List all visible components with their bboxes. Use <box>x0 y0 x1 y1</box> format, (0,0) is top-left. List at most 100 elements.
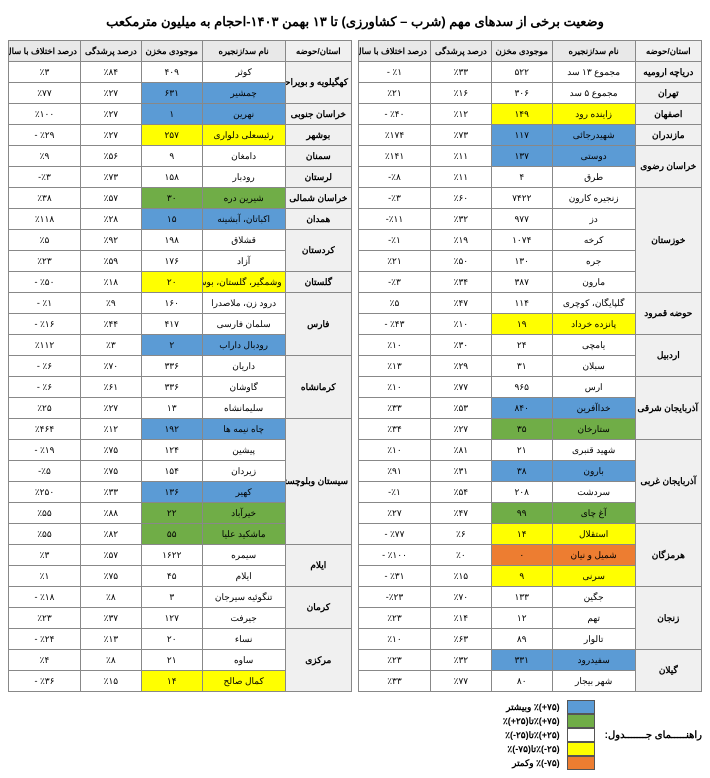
dam-name: مجموع ۵ سد <box>552 83 635 104</box>
dam-name: درود زن، ملاصدرا <box>202 293 285 314</box>
volume-cell: ۲۱ <box>141 650 202 671</box>
diff-pct-cell: ٪۳- <box>9 167 81 188</box>
volume-cell: ۳۰ <box>141 188 202 209</box>
col-header: درصد پرشدگی <box>80 41 141 62</box>
legend-swatch <box>567 728 595 742</box>
fill-pct-cell: ٪۸۸ <box>80 503 141 524</box>
fill-pct-cell: ٪۶۳ <box>430 629 491 650</box>
fill-pct-cell: ٪۳۳ <box>430 62 491 83</box>
diff-pct-cell: ٪۱۱۸ <box>9 209 81 230</box>
province-cell: ایلام <box>285 545 351 587</box>
legend-text: (۷۵-)٪ وکمتر <box>512 758 560 769</box>
dam-name: قشلاق <box>202 230 285 251</box>
volume-cell: ۲۱ <box>491 440 552 461</box>
province-cell: اردبیل <box>635 335 701 377</box>
dam-name: آزاد <box>202 251 285 272</box>
volume-cell: ۳۰۶ <box>491 83 552 104</box>
dam-name: جیرفت <box>202 608 285 629</box>
diff-pct-cell: ٪۵ <box>9 230 81 251</box>
volume-cell: ۴۱۷ <box>141 314 202 335</box>
volume-cell: ۱ <box>141 104 202 125</box>
fill-pct-cell: ٪۲۷ <box>80 125 141 146</box>
volume-cell: ۳۸۷ <box>491 272 552 293</box>
table-row: دریاچه ارومیهمجموع ۱۳ سد۵۲۲٪۳۳٪۱ - <box>359 62 702 83</box>
volume-cell: ۲۵۷ <box>141 125 202 146</box>
table-row: کردستانقشلاق۱۹۸٪۹۲٪۵ <box>9 230 352 251</box>
volume-cell: ۱۱۴ <box>491 293 552 314</box>
dam-name: تالوار <box>552 629 635 650</box>
volume-cell: ۱۵۸ <box>141 167 202 188</box>
volume-cell: ۳۱ <box>491 356 552 377</box>
volume-cell: ۳ <box>141 587 202 608</box>
dam-name: سلمان فارسی <box>202 314 285 335</box>
diff-pct-cell: ٪۲۹ - <box>9 125 81 146</box>
province-cell: خوزستان <box>635 188 701 293</box>
diff-pct-cell: ٪۴۳ - <box>359 314 431 335</box>
province-cell: کرمان <box>285 587 351 629</box>
volume-cell: ۳۸ <box>491 461 552 482</box>
table-row: لرستانرودبار۱۵۸٪۷۳٪۳- <box>9 167 352 188</box>
dam-name: سلیمانشاه <box>202 398 285 419</box>
diff-pct-cell: ٪۶ - <box>9 377 81 398</box>
fill-pct-cell: ٪۱۳ <box>80 629 141 650</box>
fill-pct-cell: ٪۰ <box>430 545 491 566</box>
diff-pct-cell: ٪۵۵ <box>9 503 81 524</box>
volume-cell: ۲۰ <box>141 629 202 650</box>
volume-cell: ۲ <box>141 335 202 356</box>
volume-cell: ۸۴۰ <box>491 398 552 419</box>
col-header: استان/حوضه <box>635 41 701 62</box>
legend-item: (۷۵+)٪ وبیشتر <box>503 700 595 714</box>
dam-name: تنگوئیه سیرجان <box>202 587 285 608</box>
diff-pct-cell: ٪۱- <box>359 482 431 503</box>
volume-cell: ۱۳ <box>141 398 202 419</box>
diff-pct-cell: ٪۱۰۰ <box>9 104 81 125</box>
volume-cell: ۱۴ <box>141 671 202 692</box>
diff-pct-cell: ٪۹ <box>9 146 81 167</box>
diff-pct-cell: ٪۱۰ <box>359 377 431 398</box>
table-row: تهرانمجموع ۵ سد۳۰۶٪۱۶٪۲۱ <box>359 83 702 104</box>
col-header: درصد پرشدگی <box>430 41 491 62</box>
province-cell: کردستان <box>285 230 351 272</box>
fill-pct-cell: ٪۶۱ <box>80 377 141 398</box>
fill-pct-cell: ٪۷۰ <box>80 356 141 377</box>
legend-swatch <box>567 700 595 714</box>
province-cell: مازندران <box>635 125 701 146</box>
table-row: خراسان رضویدوستی۱۳۷٪۱۱٪۱۴۱ <box>359 146 702 167</box>
diff-pct-cell: ٪۱۸ - <box>9 587 81 608</box>
volume-cell: ۱۳۷ <box>491 146 552 167</box>
legend-item: (۲۵+)٪تا(۲۵-)٪ <box>503 728 595 742</box>
fill-pct-cell: ٪۳ <box>80 335 141 356</box>
province-cell: حوضه قمرود <box>635 293 701 335</box>
table-row: خراسان شمالیشیرین دره۳۰٪۵۷٪۳۸ <box>9 188 352 209</box>
volume-cell: ۹۶۵ <box>491 377 552 398</box>
province-cell: کرمانشاه <box>285 356 351 419</box>
col-header: درصد اختلاف با سال قبل <box>359 41 431 62</box>
diff-pct-cell: ٪۲۳ <box>9 251 81 272</box>
fill-pct-cell: ٪۷۷ <box>430 377 491 398</box>
volume-cell: ۱۹۲ <box>141 419 202 440</box>
volume-cell: ۹۷۷ <box>491 209 552 230</box>
diff-pct-cell: ٪۹۱ <box>359 461 431 482</box>
volume-cell: ۲۴ <box>491 335 552 356</box>
diff-pct-cell: ٪۱۶ - <box>9 314 81 335</box>
table-row: گیلانسفیدرود۳۳۱٪۳۲٪۲۳ <box>359 650 702 671</box>
dam-name: جره <box>552 251 635 272</box>
volume-cell: ۳۳۶ <box>141 377 202 398</box>
dam-name: خداآفرین <box>552 398 635 419</box>
table-row: کهگیلویه و بویراحمدکوثر۴۰۹٪۸۴٪۳ <box>9 62 352 83</box>
col-header: موجودی مخزن <box>141 41 202 62</box>
fill-pct-cell: ٪۹ <box>80 293 141 314</box>
fill-pct-cell: ٪۸۱ <box>430 440 491 461</box>
dam-name: زنجیره کارون <box>552 188 635 209</box>
diff-pct-cell: ٪۳۳ <box>359 671 431 692</box>
diff-pct-cell: ٪۳۶ - <box>9 671 81 692</box>
dam-name: ساوه <box>202 650 285 671</box>
fill-pct-cell: ٪۳۱ <box>430 461 491 482</box>
province-cell: تهران <box>635 83 701 104</box>
volume-cell: ۱۱۷ <box>491 125 552 146</box>
diff-pct-cell: ٪۱ <box>9 566 81 587</box>
fill-pct-cell: ٪۲۹ <box>430 356 491 377</box>
volume-cell: ۱۳۳ <box>491 587 552 608</box>
dam-name: گلپایگان، کوچری <box>552 293 635 314</box>
legend-text: (۷۵+)٪تا(۲۵+)٪ <box>503 716 560 727</box>
